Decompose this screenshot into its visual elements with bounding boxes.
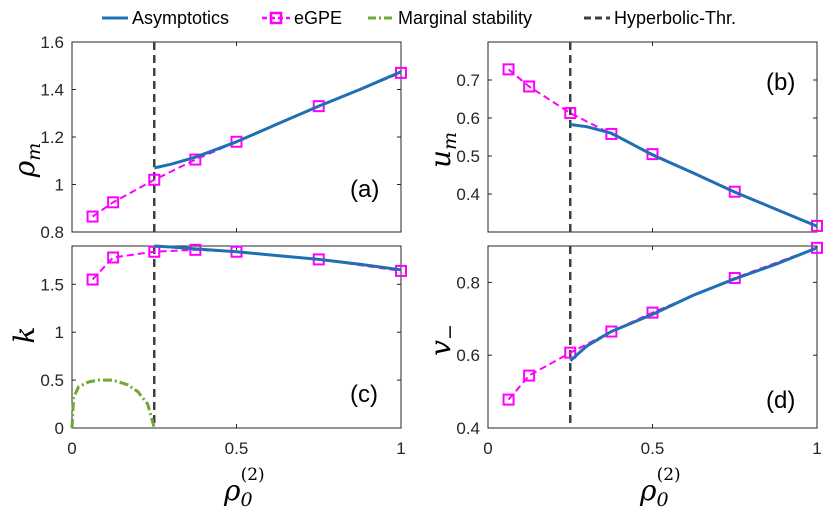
svg-text:v−: v− bbox=[424, 324, 461, 356]
y-tick-label: 0.8 bbox=[40, 223, 64, 242]
svg-text:k: k bbox=[8, 327, 41, 344]
y-tick-label: 0.5 bbox=[456, 147, 480, 166]
ylabel-a: ρm bbox=[8, 143, 45, 179]
egpe-marker bbox=[523, 369, 536, 382]
ylabel-c: k bbox=[8, 327, 41, 344]
legend-label-asymptotics: Asymptotics bbox=[132, 8, 229, 28]
egpe-marker bbox=[148, 173, 161, 186]
ylabel-d: v− bbox=[424, 324, 461, 356]
series-asymptotics bbox=[569, 246, 818, 362]
legend-label-egpe: eGPE bbox=[294, 8, 342, 28]
y-tick-label: 0.6 bbox=[456, 346, 480, 365]
legend-label-marginal-stability: Marginal stability bbox=[398, 8, 532, 28]
y-tick-label: 0.8 bbox=[456, 273, 480, 292]
panel-b: 0.4 0.5 0.6 0.7 (b) bbox=[456, 41, 823, 233]
x-tick-label: 1 bbox=[396, 439, 405, 458]
ylabel-b: um bbox=[424, 132, 461, 168]
egpe-marker bbox=[502, 63, 515, 76]
egpe-marker bbox=[564, 107, 577, 120]
y-tick-label: 1.2 bbox=[40, 128, 64, 147]
x-tick-label: 0.5 bbox=[641, 439, 665, 458]
x-tick-label: 1 bbox=[812, 439, 821, 458]
egpe-marker bbox=[605, 127, 618, 140]
series-asymptotics bbox=[153, 70, 402, 170]
egpe-marker bbox=[728, 185, 741, 198]
panel-label: (c) bbox=[350, 381, 378, 408]
egpe-marker bbox=[564, 346, 577, 359]
egpe-marker bbox=[605, 325, 618, 338]
y-tick-label: 1 bbox=[55, 323, 64, 342]
egpe-marker bbox=[312, 100, 325, 113]
panel-label: (d) bbox=[766, 387, 795, 414]
y-tick-label: 1 bbox=[55, 176, 64, 195]
panel-label: (b) bbox=[766, 69, 795, 96]
legend-label-hyperbolic-thr: Hyperbolic-Thr. bbox=[614, 8, 736, 28]
egpe-marker bbox=[811, 219, 823, 232]
panel-c: 0 0.5 1 0 0.5 1 1.5 (c) bbox=[40, 243, 407, 458]
series-egpe bbox=[92, 71, 402, 218]
egpe-marker bbox=[107, 251, 120, 264]
svg-text:ρ0(2): ρ0(2) bbox=[639, 465, 681, 511]
series-marginal-stability bbox=[70, 378, 156, 429]
y-tick-label: 1.6 bbox=[40, 33, 64, 52]
x-tick-label: 0 bbox=[67, 439, 76, 458]
panel-a: 0.8 1 1.2 1.4 1.6 (a) bbox=[40, 33, 407, 242]
egpe-marker bbox=[395, 264, 407, 277]
x-tick-label: 0.5 bbox=[225, 439, 249, 458]
series-asymptotics bbox=[154, 244, 402, 272]
x-tick-label: 0 bbox=[483, 439, 492, 458]
xlabel-d: ρ0(2) bbox=[639, 465, 681, 511]
egpe-marker bbox=[523, 80, 536, 93]
egpe-marker bbox=[86, 273, 99, 286]
xlabel-c: ρ0(2) bbox=[223, 465, 265, 511]
panel-label: (a) bbox=[350, 176, 379, 203]
y-tick-label: 0.4 bbox=[456, 185, 480, 204]
egpe-marker bbox=[107, 196, 120, 209]
egpe-marker bbox=[148, 245, 161, 258]
egpe-marker bbox=[86, 210, 99, 223]
egpe-marker bbox=[230, 135, 243, 148]
y-tick-label: 0.4 bbox=[456, 419, 480, 438]
egpe-marker bbox=[646, 148, 659, 161]
series-asymptotics bbox=[570, 123, 818, 228]
y-tick-label: 0.5 bbox=[40, 371, 64, 390]
egpe-marker bbox=[811, 241, 823, 254]
series-egpe bbox=[507, 246, 818, 401]
egpe-marker bbox=[502, 393, 515, 406]
y-tick-label: 0.7 bbox=[456, 71, 480, 90]
legend: Asymptotics eGPE Marginal stability Hype… bbox=[102, 8, 736, 28]
panel-d: 0 0.5 1 0.4 0.6 0.8 (d) bbox=[456, 241, 823, 458]
y-tick-label: 1.4 bbox=[40, 81, 64, 100]
y-tick-label: 0 bbox=[55, 419, 64, 438]
legend-marker-egpe bbox=[269, 11, 283, 25]
svg-text:ρ0(2): ρ0(2) bbox=[223, 465, 265, 511]
y-tick-label: 1.5 bbox=[40, 275, 64, 294]
y-tick-label: 0.6 bbox=[456, 109, 480, 128]
svg-text:ρm: ρm bbox=[8, 143, 45, 179]
svg-text:um: um bbox=[424, 132, 461, 168]
